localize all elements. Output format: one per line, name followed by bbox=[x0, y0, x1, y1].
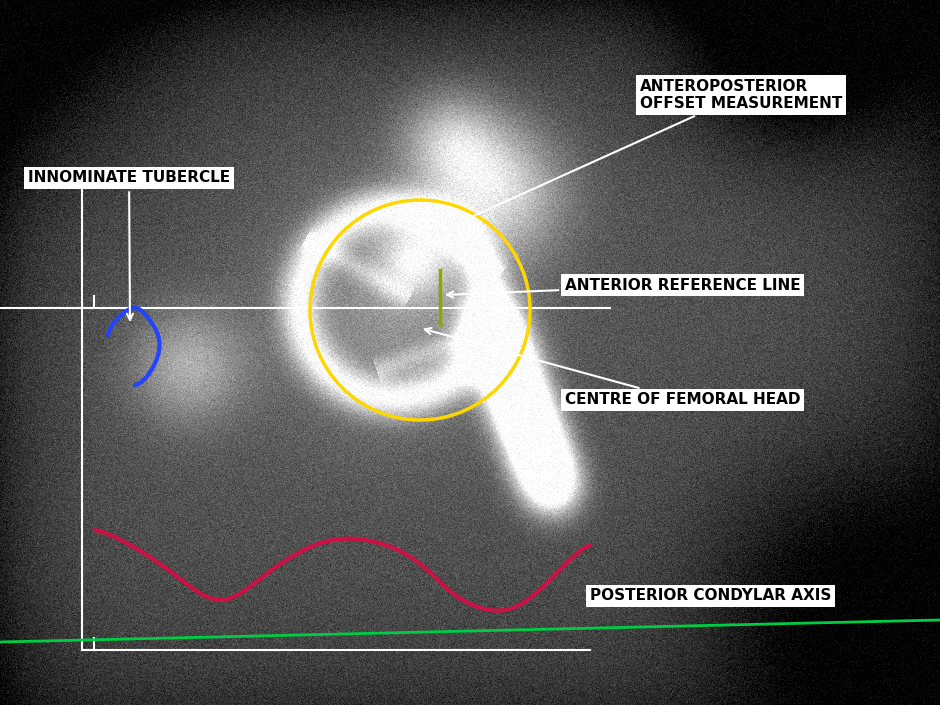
Text: CENTRE OF FEMORAL HEAD: CENTRE OF FEMORAL HEAD bbox=[425, 328, 801, 407]
Text: INNOMINATE TUBERCLE: INNOMINATE TUBERCLE bbox=[28, 171, 230, 320]
Text: ANTERIOR REFERENCE LINE: ANTERIOR REFERENCE LINE bbox=[447, 278, 801, 298]
Text: ANTEROPOSTERIOR
OFFSET MEASUREMENT: ANTEROPOSTERIOR OFFSET MEASUREMENT bbox=[464, 79, 842, 220]
Text: POSTERIOR CONDYLAR AXIS: POSTERIOR CONDYLAR AXIS bbox=[590, 589, 831, 603]
